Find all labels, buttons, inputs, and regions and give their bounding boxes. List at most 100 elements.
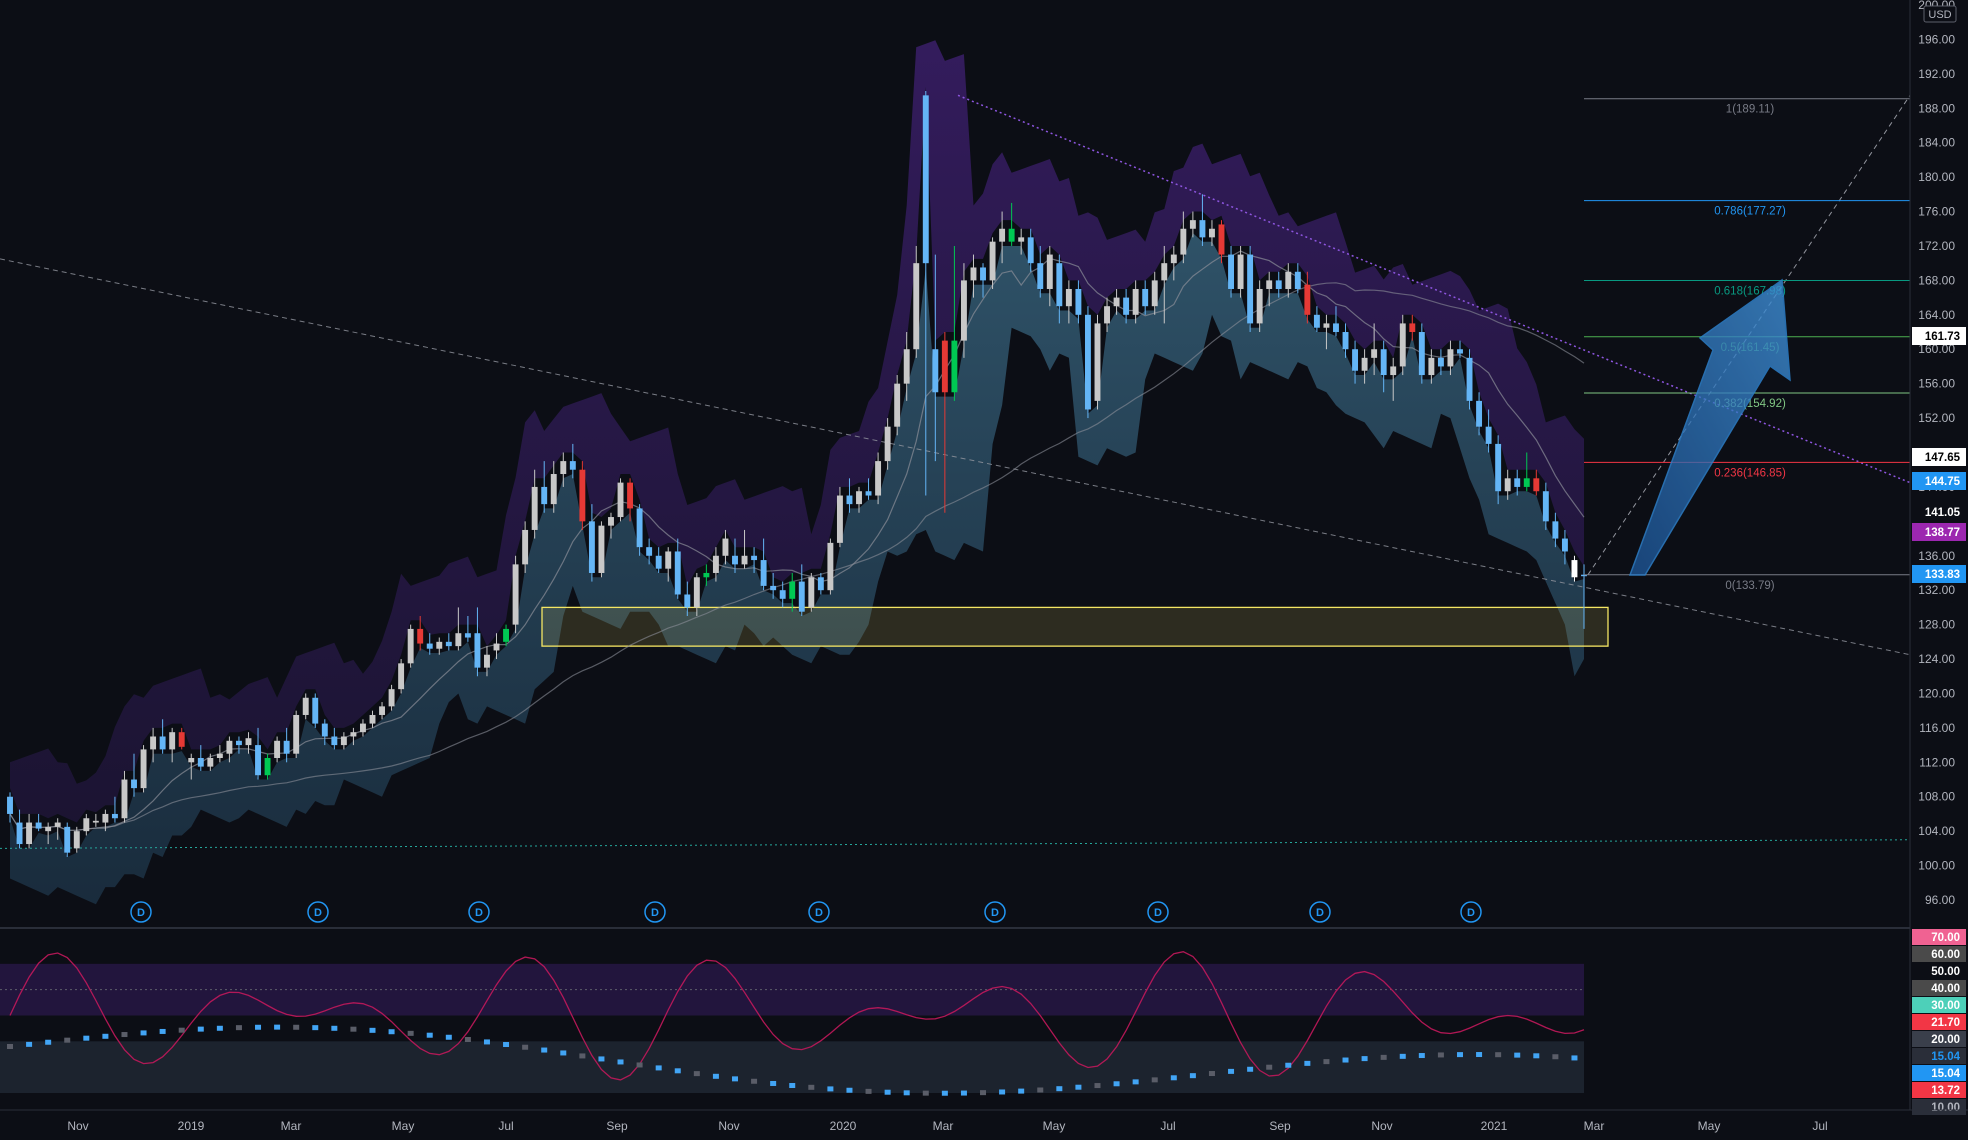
- candle[interactable]: [865, 478, 872, 500]
- candle[interactable]: [1199, 194, 1206, 246]
- candle[interactable]: [464, 616, 471, 642]
- dividend-marker[interactable]: D: [1147, 901, 1169, 923]
- candle[interactable]: [1418, 323, 1425, 384]
- candle[interactable]: [484, 646, 490, 677]
- candle[interactable]: [1247, 245, 1254, 333]
- candle[interactable]: [1342, 323, 1349, 358]
- candle[interactable]: [1485, 409, 1492, 453]
- candle[interactable]: [674, 538, 681, 599]
- candle[interactable]: [1132, 280, 1139, 324]
- candle[interactable]: [1380, 340, 1387, 393]
- candle[interactable]: [150, 727, 157, 763]
- candle[interactable]: [789, 572, 796, 612]
- oscillator-panel[interactable]: [0, 951, 1585, 1096]
- candle[interactable]: [941, 332, 948, 513]
- candle[interactable]: [445, 633, 452, 651]
- candle[interactable]: [1218, 220, 1225, 264]
- candle[interactable]: [54, 818, 61, 840]
- candle[interactable]: [1037, 245, 1044, 298]
- candle[interactable]: [1447, 340, 1454, 376]
- candle[interactable]: [541, 461, 548, 513]
- candle[interactable]: [1113, 288, 1120, 315]
- candle[interactable]: [960, 263, 967, 358]
- candle[interactable]: [331, 727, 338, 750]
- candle[interactable]: [751, 547, 758, 573]
- candle[interactable]: [512, 555, 519, 634]
- candle[interactable]: [417, 616, 424, 651]
- candle[interactable]: [1504, 469, 1511, 500]
- candle[interactable]: [302, 693, 309, 720]
- dividend-marker[interactable]: D: [1309, 901, 1331, 923]
- candle[interactable]: [569, 443, 576, 479]
- candle[interactable]: [1428, 349, 1435, 384]
- candle[interactable]: [102, 809, 109, 832]
- candle[interactable]: [1123, 288, 1130, 324]
- candle[interactable]: [1228, 245, 1234, 298]
- candle[interactable]: [779, 581, 786, 608]
- candle[interactable]: [856, 486, 862, 513]
- candle[interactable]: [1008, 202, 1015, 246]
- price-badge[interactable]: 147.65: [1912, 448, 1966, 466]
- oscillator-badge[interactable]: 50.00: [1912, 963, 1966, 979]
- candle[interactable]: [264, 753, 271, 780]
- candle[interactable]: [455, 607, 462, 651]
- candle[interactable]: [827, 538, 834, 595]
- candle[interactable]: [798, 564, 805, 617]
- candle[interactable]: [92, 813, 99, 827]
- candle[interactable]: [903, 332, 910, 401]
- candle[interactable]: [312, 693, 319, 728]
- candle[interactable]: [474, 607, 481, 677]
- candle[interactable]: [875, 452, 882, 505]
- candle[interactable]: [1533, 469, 1540, 496]
- oscillator-badge[interactable]: 60.00: [1912, 946, 1966, 962]
- candle[interactable]: [1437, 349, 1444, 376]
- candle[interactable]: [1552, 512, 1559, 548]
- candle[interactable]: [1027, 228, 1034, 272]
- candle[interactable]: [1180, 211, 1187, 264]
- candle[interactable]: [598, 521, 605, 578]
- candle[interactable]: [1075, 280, 1082, 324]
- candle[interactable]: [703, 564, 710, 586]
- candle[interactable]: [169, 727, 176, 763]
- candle[interactable]: [26, 813, 33, 849]
- dividend-marker[interactable]: D: [644, 901, 666, 923]
- candle[interactable]: [617, 478, 624, 522]
- candle[interactable]: [1209, 220, 1215, 246]
- candle[interactable]: [1056, 254, 1063, 324]
- candle[interactable]: [1104, 297, 1110, 333]
- candle[interactable]: [1151, 271, 1158, 315]
- candle[interactable]: [255, 727, 261, 780]
- candle[interactable]: [436, 637, 443, 655]
- candle[interactable]: [999, 211, 1006, 264]
- support-zone[interactable]: [541, 606, 1609, 647]
- candle[interactable]: [741, 529, 748, 569]
- candle[interactable]: [550, 461, 557, 513]
- candle[interactable]: [245, 732, 252, 754]
- candle[interactable]: [1371, 323, 1378, 376]
- candle[interactable]: [1390, 357, 1397, 401]
- candle[interactable]: [636, 504, 643, 556]
- candle[interactable]: [579, 461, 586, 530]
- candle[interactable]: [1237, 245, 1244, 298]
- candle[interactable]: [1266, 271, 1273, 307]
- candle[interactable]: [140, 745, 147, 793]
- candle[interactable]: [274, 736, 281, 763]
- candle[interactable]: [932, 254, 939, 462]
- oscillator-badge[interactable]: 13.72: [1912, 1082, 1966, 1098]
- candle[interactable]: [1476, 392, 1483, 436]
- candle[interactable]: [131, 753, 137, 797]
- dividend-marker[interactable]: D: [468, 901, 490, 923]
- candle[interactable]: [665, 547, 672, 582]
- candle[interactable]: [35, 813, 42, 832]
- candle[interactable]: [121, 770, 128, 823]
- candle[interactable]: [817, 572, 824, 595]
- candle[interactable]: [1352, 340, 1359, 384]
- candle[interactable]: [407, 624, 414, 668]
- dividend-marker[interactable]: D: [1460, 901, 1482, 923]
- candle[interactable]: [836, 486, 843, 548]
- oscillator-badge[interactable]: 70.00: [1912, 929, 1966, 945]
- candle[interactable]: [1323, 314, 1330, 350]
- candle[interactable]: [1495, 435, 1502, 505]
- candle[interactable]: [684, 581, 691, 617]
